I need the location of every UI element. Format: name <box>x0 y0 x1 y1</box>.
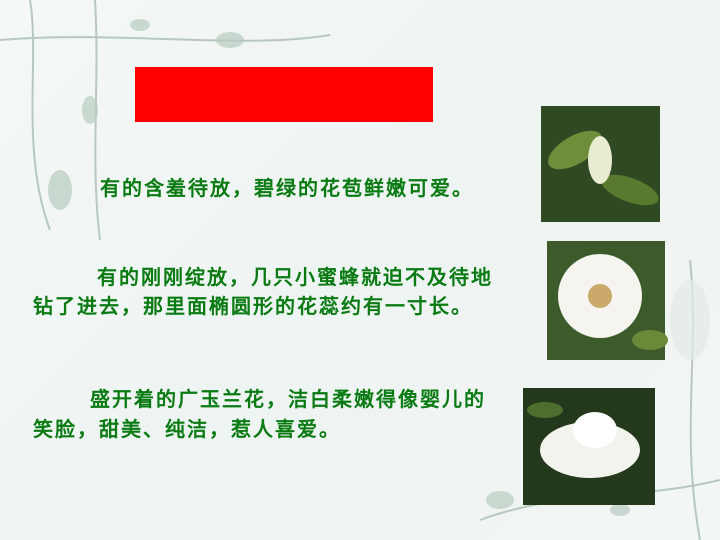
photo-open <box>547 241 668 360</box>
text-line: 有的含羞待放，碧绿的花苞鲜嫩可爱。 <box>100 176 474 200</box>
text-line: 笑脸，甜美、纯洁，惹人喜爱。 <box>33 417 341 441</box>
photo-bloom <box>523 388 655 505</box>
text-line: 有的刚刚绽放，几只小蜜蜂就迫不及待地 <box>97 265 493 289</box>
photo-bud <box>541 106 660 222</box>
text-line: 钻了进去，那里面椭圆形的花蕊约有一寸长。 <box>33 294 473 318</box>
text-line: 盛开着的广玉兰花，洁白柔嫩得像婴儿的 <box>90 387 486 411</box>
title-box <box>135 67 433 122</box>
